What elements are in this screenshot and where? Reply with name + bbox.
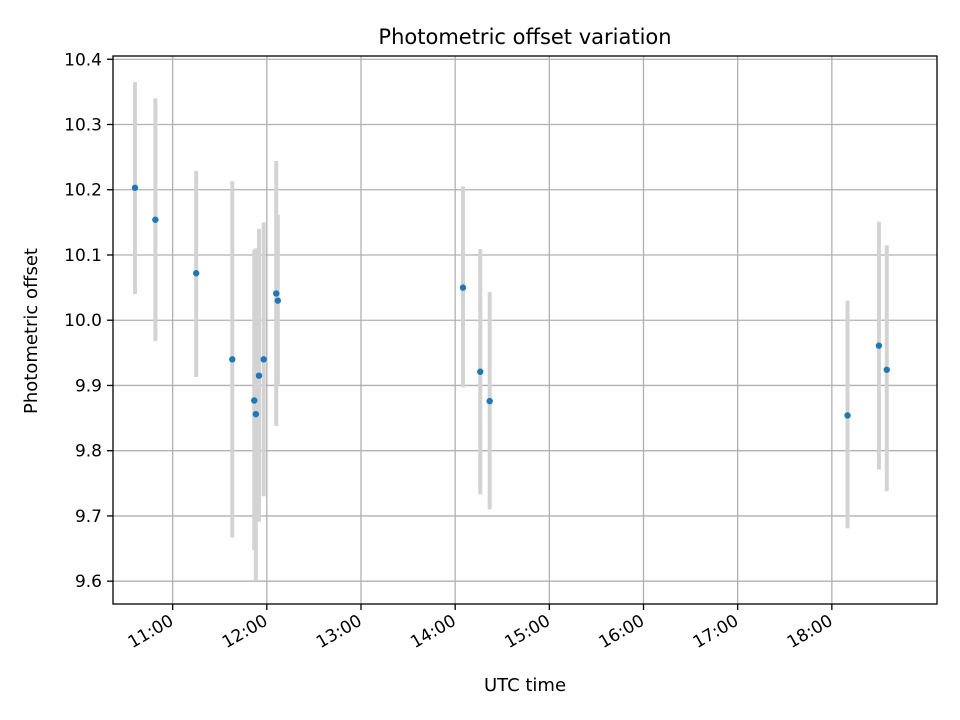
x-tick-label: 17:00 bbox=[690, 611, 742, 653]
grid-layer bbox=[113, 56, 937, 604]
data-point bbox=[260, 356, 267, 363]
plot-frame bbox=[112, 55, 938, 605]
y-tick-label: 9.7 bbox=[75, 507, 102, 527]
x-tick-label: 16:00 bbox=[596, 611, 648, 653]
data-point bbox=[875, 342, 883, 349]
y-tick-label: 9.9 bbox=[75, 376, 102, 396]
data-point bbox=[486, 397, 493, 405]
data-point bbox=[251, 397, 258, 404]
y-tick-label: 10.3 bbox=[64, 116, 102, 136]
x-tick-label: 18:00 bbox=[784, 611, 836, 653]
y-tick-label: 9.6 bbox=[75, 572, 102, 592]
x-axis-title: UTC time bbox=[484, 675, 566, 696]
data-point bbox=[477, 368, 484, 375]
data-point bbox=[131, 184, 139, 191]
data-point bbox=[152, 216, 159, 223]
y-tick-label: 10.4 bbox=[64, 50, 102, 70]
data-point bbox=[229, 356, 236, 363]
x-tick-label: 12:00 bbox=[219, 611, 271, 653]
data-point bbox=[192, 270, 200, 277]
data-point bbox=[255, 372, 263, 379]
data-point bbox=[459, 284, 467, 291]
y-tick-label: 10.1 bbox=[64, 246, 102, 266]
x-tick-label: 14:00 bbox=[407, 611, 459, 653]
data-point bbox=[252, 410, 260, 418]
point-layer bbox=[131, 184, 890, 419]
y-axis-title: Photometric offset bbox=[21, 248, 42, 414]
chart-title: Photometric offset variation bbox=[378, 25, 671, 49]
y-tick-label: 10.2 bbox=[64, 181, 102, 201]
y-tick-label: 10.0 bbox=[64, 311, 102, 331]
data-point bbox=[844, 412, 851, 419]
x-tick-label: 13:00 bbox=[313, 611, 365, 653]
errorbar-layer bbox=[132, 82, 889, 582]
x-tick-label: 15:00 bbox=[501, 611, 553, 653]
x-tick-label: 11:00 bbox=[125, 611, 177, 653]
data-point bbox=[273, 290, 280, 297]
y-tick-label: 9.8 bbox=[75, 442, 102, 462]
data-point bbox=[274, 297, 281, 304]
tick-layer: 11:00 12:00 13:00 14:00 15:00 16:00 17:00 18:00… bbox=[64, 50, 836, 653]
data-point bbox=[883, 366, 890, 373]
